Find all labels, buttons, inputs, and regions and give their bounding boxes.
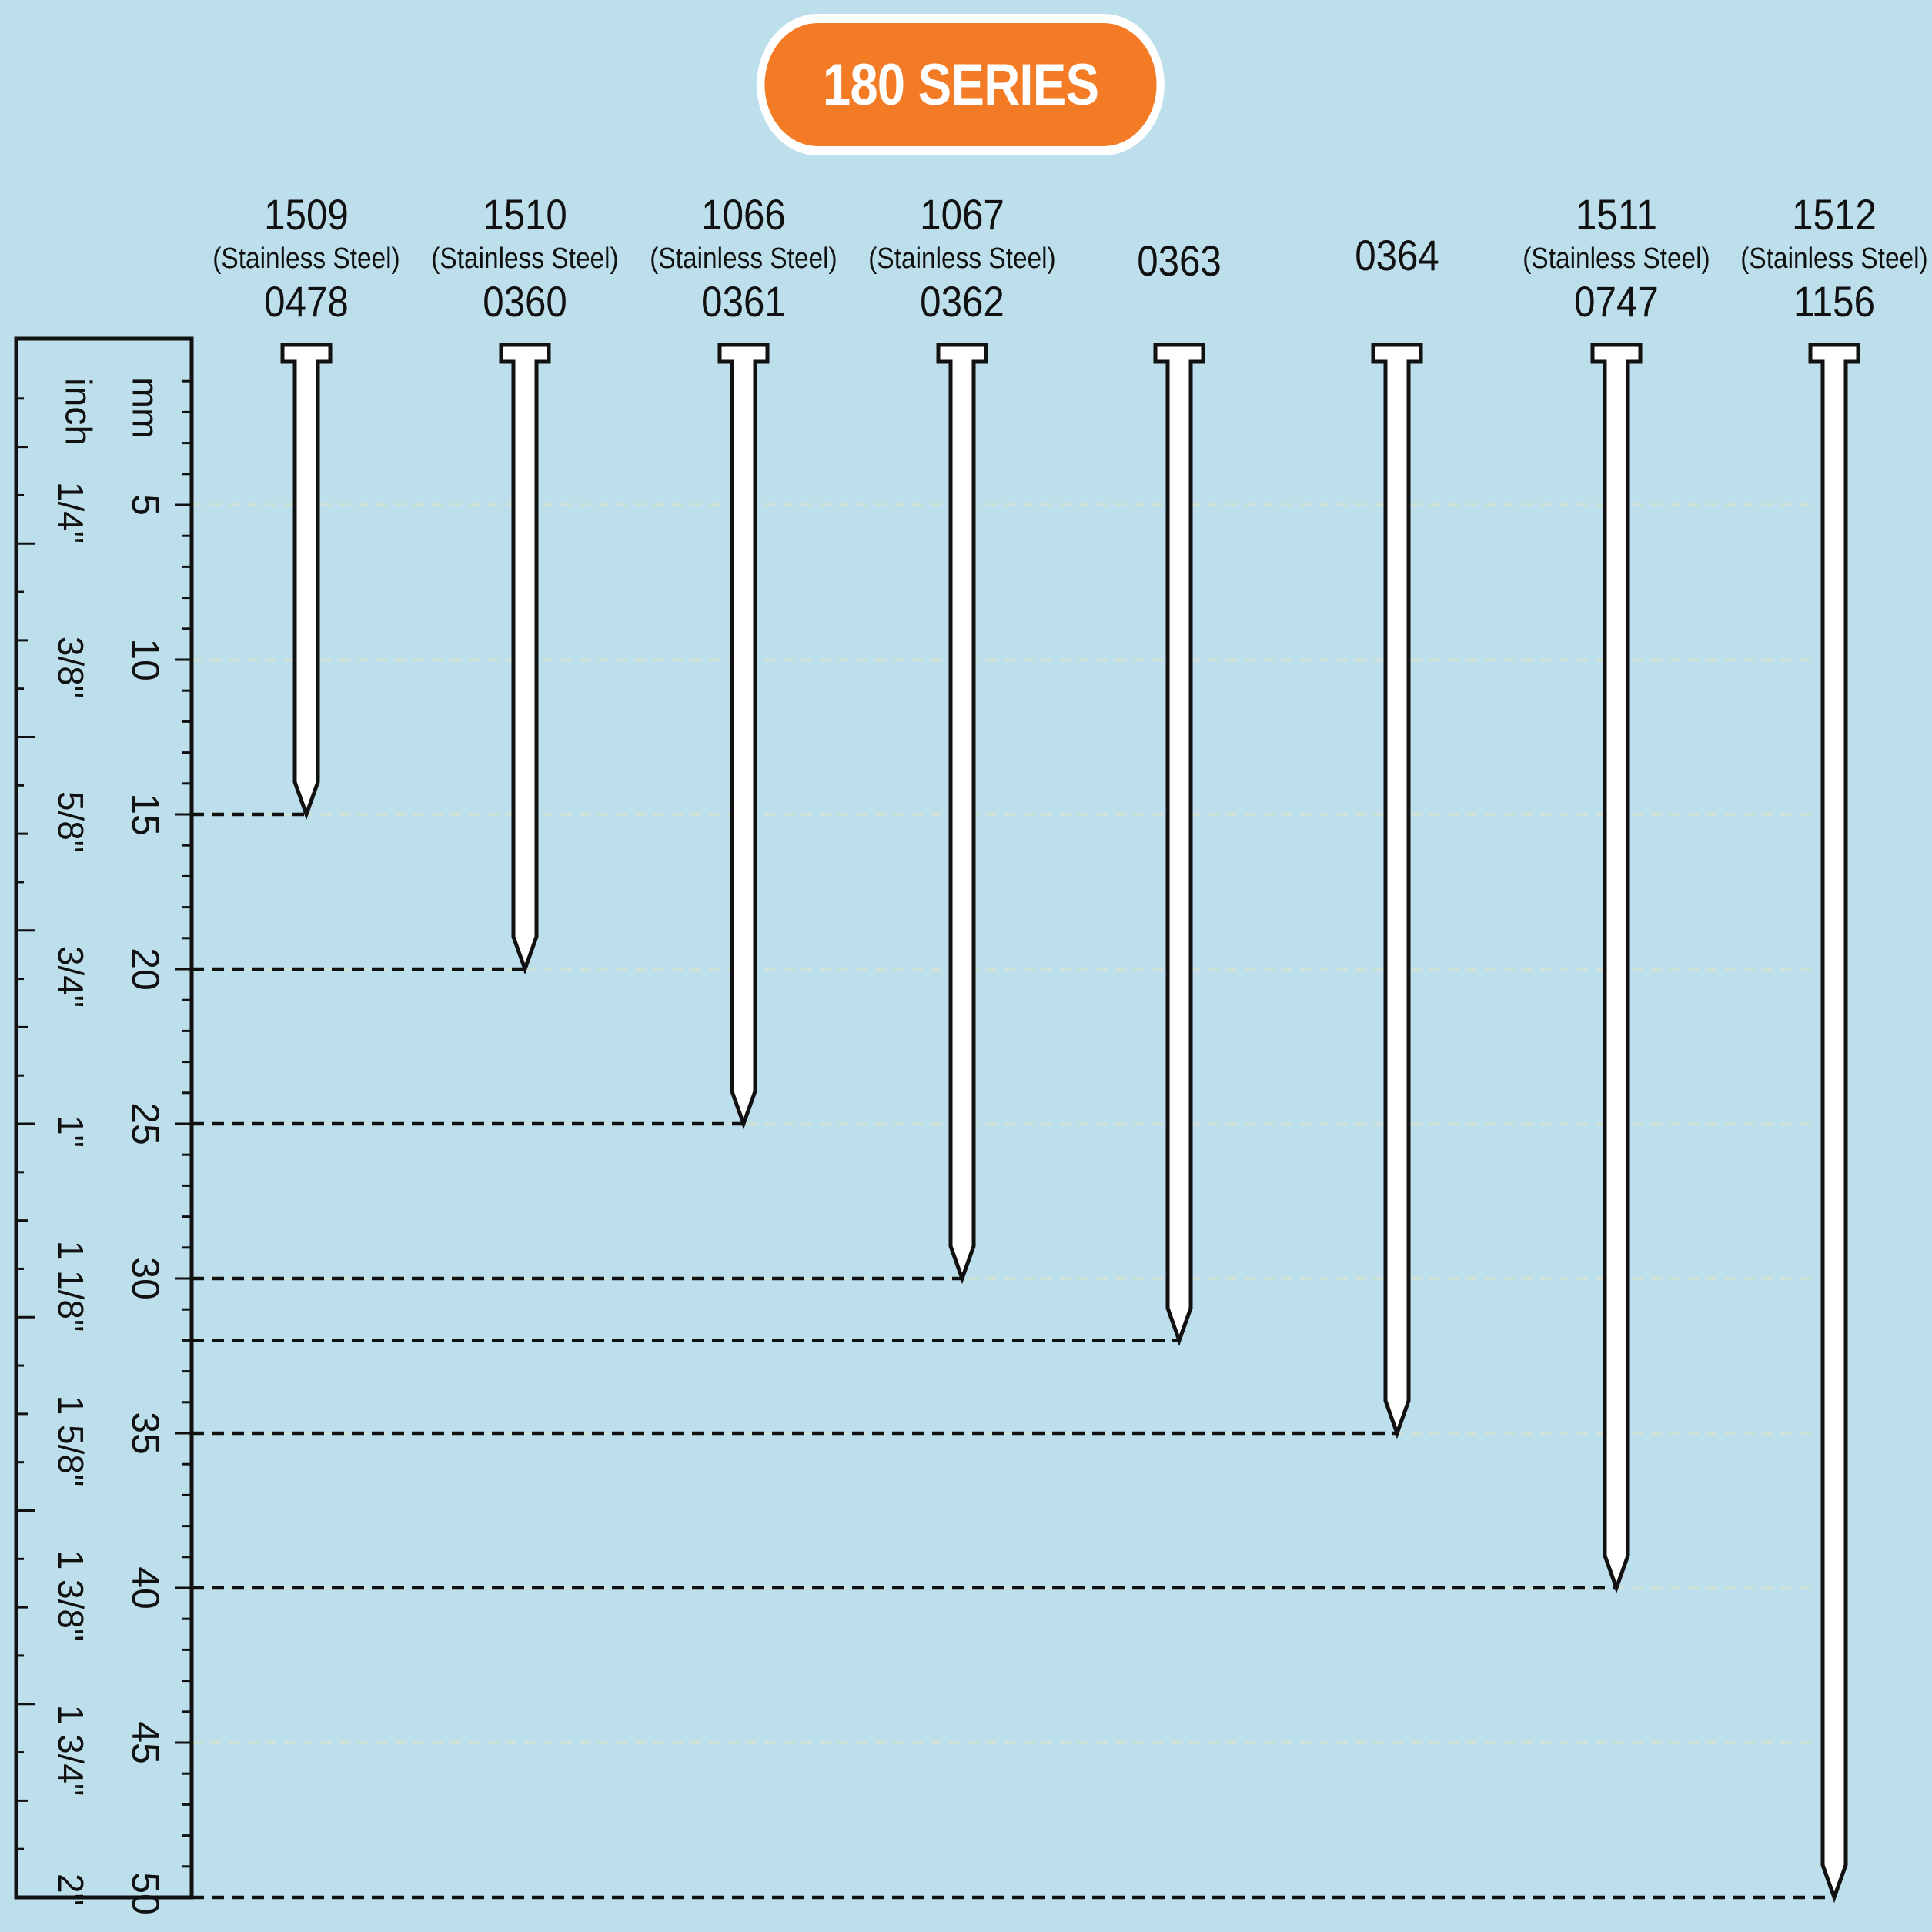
nail — [280, 343, 333, 821]
nail — [499, 343, 551, 975]
inch-tick-label: 1 3/4" — [51, 1705, 91, 1797]
inch-tick-label: 1/4" — [51, 482, 91, 543]
mm-tick-label: 45 — [124, 1721, 167, 1764]
inch-tick-label: 1 3/8" — [51, 1550, 91, 1642]
part-number: 1512 — [1792, 191, 1877, 239]
nail-shape — [1371, 343, 1423, 1439]
inch-tick-label: 5/8" — [51, 791, 91, 853]
gridlines — [192, 503, 1817, 1744]
nail — [1590, 343, 1643, 1594]
mm-tick-label: 20 — [124, 948, 167, 991]
inch-tick-label: 3/8" — [51, 637, 91, 698]
part-number: 1509 — [264, 191, 349, 239]
mm-tick-label: 50 — [124, 1872, 167, 1915]
inch-tick-label: 1 5/8" — [51, 1396, 91, 1487]
part-number-alt: 1156 — [1793, 278, 1875, 326]
nails — [280, 343, 1860, 1904]
inch-tick-label: 2" — [51, 1874, 91, 1906]
nail — [1153, 343, 1205, 1346]
mm-tick-label: 30 — [124, 1257, 167, 1300]
part-number: 1067 — [920, 191, 1004, 239]
material-label: (Stainless Steel) — [650, 242, 837, 274]
nail-shape — [1808, 343, 1860, 1904]
nail-shape — [1153, 343, 1205, 1346]
material-label: (Stainless Steel) — [1523, 242, 1710, 274]
part-number: 1511 — [1576, 191, 1657, 239]
material-label: (Stainless Steel) — [1740, 242, 1927, 274]
part-number-alt: 0747 — [1574, 278, 1659, 326]
part-number-alt: 0360 — [483, 278, 567, 326]
series-title: 180 SERIES — [757, 14, 1165, 155]
length-leader-lines — [192, 812, 1834, 1900]
inch-tick-label: 3/4" — [51, 946, 91, 1008]
mm-unit-label: mm — [124, 377, 165, 439]
mm-tick-label: 5 — [124, 494, 167, 516]
inch-tick-label: 1 1/8" — [51, 1241, 91, 1332]
nail — [936, 343, 988, 1285]
ruler-frame — [14, 336, 194, 1900]
nail-labels: 1509(Stainless Steel)04781510(Stainless … — [212, 191, 1927, 326]
mm-tick-label: 35 — [124, 1412, 167, 1455]
part-number-alt: 0478 — [264, 278, 349, 326]
part-number: 0363 — [1137, 237, 1222, 286]
nail-shape — [936, 343, 988, 1285]
nail — [717, 343, 770, 1130]
mm-tick-label: 10 — [124, 638, 167, 681]
nail-shape — [499, 343, 551, 975]
material-label: (Stainless Steel) — [868, 242, 1055, 274]
inch-tick-label: 1" — [51, 1115, 91, 1148]
part-number-alt: 0362 — [920, 278, 1004, 326]
mm-tick-label: 40 — [124, 1566, 167, 1609]
part-number: 1066 — [701, 191, 786, 239]
nail — [1808, 343, 1860, 1904]
nail-shape — [1590, 343, 1643, 1594]
nail — [1371, 343, 1423, 1439]
nail-shape — [280, 343, 333, 821]
part-number: 1510 — [483, 191, 567, 239]
part-number: 0364 — [1355, 232, 1439, 280]
inch-unit-label: inch — [57, 378, 98, 446]
mm-tick-label: 15 — [124, 793, 167, 836]
material-label: (Stainless Steel) — [212, 242, 399, 274]
material-label: (Stainless Steel) — [431, 242, 618, 274]
mm-tick-label: 25 — [124, 1102, 167, 1145]
nail-shape — [717, 343, 770, 1130]
part-number-alt: 0361 — [701, 278, 786, 326]
